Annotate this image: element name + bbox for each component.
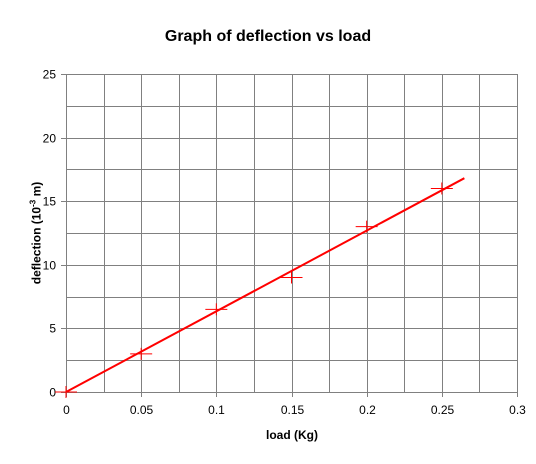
data-point-marker [205,303,228,316]
data-point-marker [130,347,153,360]
data-point-marker [280,271,303,284]
data-points [55,182,453,398]
x-tick-label: 0.1 [208,403,225,417]
y-tick-label: 25 [43,68,57,82]
y-tick-label: 10 [43,259,57,273]
trendline-group [65,177,465,393]
y-axis-label-prefix: deflection (10 [29,206,44,285]
x-tick-label: 0.05 [130,403,154,417]
grid-lines [66,74,518,393]
y-axis-label-suffix: m) [29,181,44,200]
tick-labels: 0 0.05 0.1 0.15 0.2 0.25 0.3 0 5 10 15 20 25 [43,68,527,418]
y-axis-label-exponent: -3 [28,199,38,207]
chart-title: Graph of deflection vs load [164,28,372,45]
data-point-marker [430,182,453,195]
axes [61,74,518,397]
x-tick-label: 0.3 [509,403,526,417]
trendline [65,177,465,393]
x-tick-label: 0.2 [359,403,376,417]
y-axis-label: deflection (10-3 m) [29,182,44,284]
x-tick-label: 0.25 [431,403,455,417]
x-tick-label: 0.15 [281,403,305,417]
y-tick-label: 0 [49,386,56,400]
x-axis-label: load (Kg) [266,428,318,442]
y-tick-label: 15 [43,195,57,209]
data-point-marker [55,386,77,398]
data-point-marker [355,220,378,233]
x-tick-label: 0 [63,403,70,417]
y-tick-label: 5 [49,322,56,336]
y-tick-label: 20 [43,132,57,146]
